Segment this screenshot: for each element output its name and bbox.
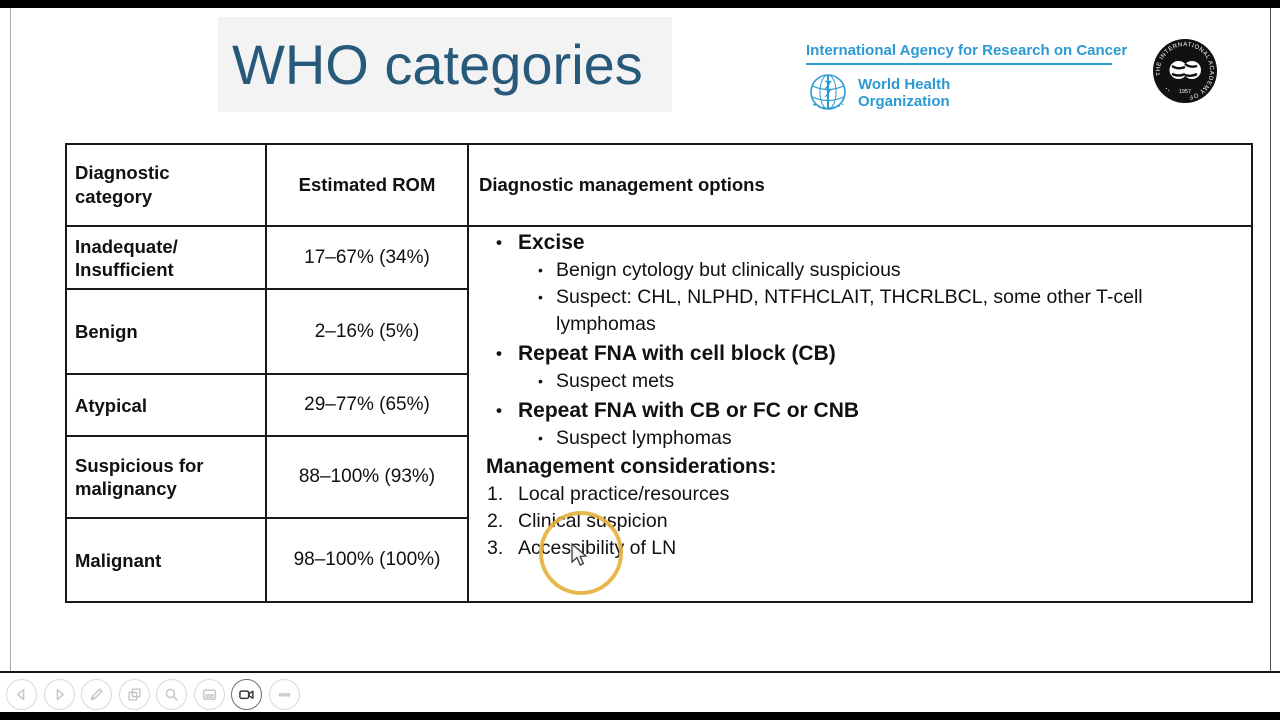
rom-cell: 88–100% (93%) [265,435,469,519]
svg-text:1957: 1957 [1179,89,1191,95]
who-emblem-icon [810,74,846,110]
presenter-highlight-ring [539,511,623,595]
slide-left-edge-line [10,8,11,671]
previous-arrow-icon [17,688,25,701]
iac-cytology-logo: THE INTERNATIONAL ACADEMY OF CYTOLOGY 19… [1152,38,1217,103]
management-option: • Suspect lymphomas [477,425,1243,452]
management-considerations-heading: Management considerations: [486,455,777,478]
more-dots-icon [278,692,290,697]
header-estimated-rom: Estimated ROM [265,143,469,227]
who-logo-line2: Organization [858,93,950,110]
category-cell: Malignant [65,517,267,603]
category-cell: Atypical [65,373,267,437]
slide-overview-button[interactable] [118,679,150,710]
camera-button[interactable] [231,679,262,710]
management-option: • Repeat FNA with cell block (CB) [477,340,1243,368]
category-cell: Inadequate/ Insufficient [65,225,267,290]
iarc-who-logo-block: International Agency for Research on Can… [806,42,1146,118]
rom-cell: 2–16% (5%) [265,288,469,375]
iarc-logo-text: International Agency for Research on Can… [806,42,1128,59]
management-option: • Benign cytology but clinically suspici… [477,257,1243,284]
table-header-row: Diagnostic category Estimated ROM Diagno… [65,143,1253,227]
presentation-toolbar [6,679,300,712]
bullet-icon: • [496,233,502,252]
management-option: • Suspect: CHL, NLPHD, NTFHCLAIT, THCRLB… [538,286,1143,335]
header-diagnostic-category: Diagnostic category [65,143,267,227]
notes-icon [202,689,216,701]
next-slide-button[interactable] [43,679,75,710]
bullet-icon: • [538,430,543,446]
bullet-icon: • [538,289,543,305]
table-row: Malignant 98–100% (100%) [65,517,1252,603]
top-letterbox-bar [0,0,1280,8]
page-title: WHO categories [232,33,643,96]
bottom-letterbox-bar [0,712,1280,720]
mouse-cursor-icon [571,543,588,566]
slide-toolbar-divider [0,671,1280,673]
management-option: • Excise [477,229,1243,257]
management-option: • Repeat FNA with CB or FC or CNB [477,397,1243,425]
table-row: Inadequate/ Insufficient 17–67% (34%) • … [65,225,1253,603]
rom-table: Diagnostic category Estimated ROM Diagno… [65,143,1253,603]
table-row: Suspicious for malignancy 88–100% (93%) [65,435,1252,519]
bullet-icon: • [538,262,543,278]
next-arrow-icon [56,688,64,701]
slides-icon [127,688,141,701]
iarc-underline [806,63,1112,65]
previous-slide-button[interactable] [6,679,37,710]
bullet-icon: • [496,401,502,420]
rom-cell: 17–67% (34%) [265,225,469,290]
category-cell: Benign [65,288,267,375]
management-option: • Suspect mets [477,368,1243,395]
bullet-icon: • [538,373,543,389]
management-consideration-item: 1. Local practice/resources [487,483,730,505]
category-cell: Suspicious for malignancy [65,435,267,519]
header-management-options: Diagnostic management options [467,143,1253,227]
zoom-tool-button[interactable] [156,679,187,710]
title-box: WHO categories [218,17,672,112]
magnifier-icon [165,688,178,701]
slide-right-edge-line [1270,8,1271,671]
camera-icon [239,690,254,700]
notes-button[interactable] [193,679,225,710]
pen-tool-button[interactable] [81,679,112,710]
rom-cell: 29–77% (65%) [265,373,469,437]
who-logo-line1: World Health [858,76,951,93]
who-logo-text: World Health Organization [858,76,950,110]
rom-cell: 98–100% (100%) [265,517,469,603]
table-row: Atypical 29–77% (65%) [65,373,1252,437]
more-options-button[interactable] [268,679,300,710]
pen-icon [90,688,103,701]
bullet-icon: • [496,344,502,363]
table-row: Benign 2–16% (5%) [65,288,1252,375]
